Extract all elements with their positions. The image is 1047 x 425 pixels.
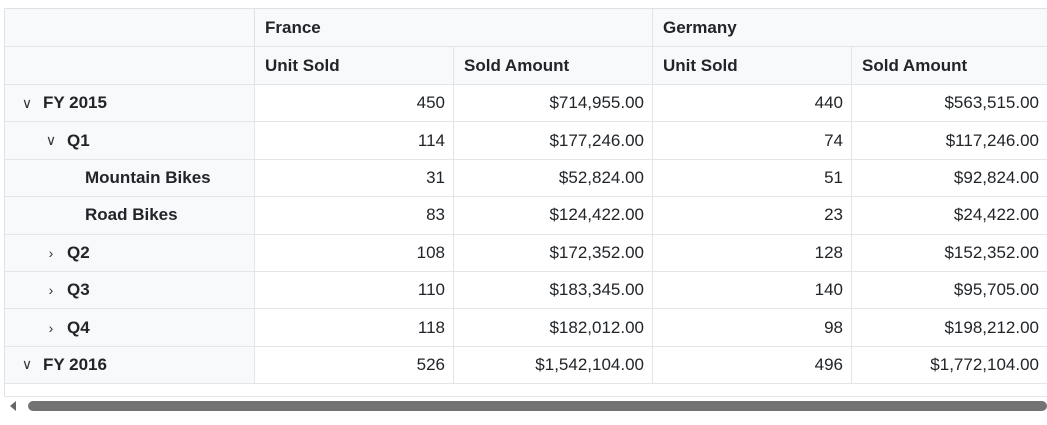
value-cell-germany-unit-sold[interactable]: 74 (653, 122, 852, 160)
value-cell-germany-unit-sold[interactable]: 23 (653, 197, 852, 235)
value-cell-germany-sold-amount[interactable]: $198,212.00 (852, 309, 1047, 347)
value-cell-germany-sold-amount[interactable]: $563,515.00 (852, 85, 1047, 123)
table-row: › Q2 108 $172,352.00 128 $152,352.00 (5, 234, 1047, 272)
column-header-france-sold-amount[interactable]: Sold Amount (454, 47, 653, 85)
expand-chevron-icon[interactable]: › (48, 319, 54, 336)
value-cell-germany-sold-amount[interactable]: $152,352.00 (852, 234, 1047, 272)
table-row: ∨ FY 2016 526 $1,542,104.00 496 $1,772,104.00 (5, 346, 1047, 385)
table-row: › Q4 118 $182,012.00 98 $198,212.00 (5, 309, 1047, 347)
row-header-q1-2015[interactable]: ∨ Q1 (5, 122, 255, 160)
header-row-countries: France Germany (5, 9, 1047, 47)
value-cell-france-sold-amount[interactable]: $182,012.00 (454, 309, 653, 347)
row-header-label: Q2 (67, 242, 90, 262)
row-header-label: Q4 (67, 317, 90, 337)
value-cell-france-unit-sold[interactable]: 114 (255, 122, 454, 160)
table-row: ∨ Q1 114 $177,246.00 74 $117,246.00 (5, 122, 1047, 160)
row-header-label: FY 2016 (43, 354, 107, 374)
value-cell-france-unit-sold[interactable]: 31 (255, 159, 454, 198)
value-cell-germany-sold-amount[interactable]: $117,246.00 (852, 122, 1047, 160)
table-row: Road Bikes 83 $124,422.00 23 $24,422.00 (5, 197, 1047, 235)
collapse-chevron-icon[interactable]: ∨ (21, 356, 33, 373)
value-cell-france-unit-sold[interactable]: 83 (255, 197, 454, 235)
value-cell-germany-sold-amount[interactable]: $95,705.00 (852, 272, 1047, 310)
header-row-measures: Unit Sold Sold Amount Unit Sold Sold Amo… (5, 47, 1047, 85)
value-cell-france-unit-sold[interactable]: 450 (255, 85, 454, 123)
row-header-fy-2016[interactable]: ∨ FY 2016 (5, 346, 255, 385)
value-cell-germany-unit-sold[interactable]: 98 (653, 309, 852, 347)
value-cell-france-sold-amount[interactable]: $1,542,104.00 (454, 346, 653, 385)
column-header-france-unit-sold[interactable]: Unit Sold (255, 47, 454, 85)
value-cell-germany-unit-sold[interactable]: 51 (653, 159, 852, 198)
pivot-table: France Germany Unit Sold Sold Amount Uni… (4, 8, 1047, 396)
value-cell-france-sold-amount[interactable]: $172,352.00 (454, 234, 653, 272)
value-cell-germany-unit-sold[interactable]: 496 (653, 346, 852, 385)
row-header-mountain-bikes[interactable]: Mountain Bikes (5, 159, 255, 198)
column-header-france[interactable]: France (255, 9, 653, 47)
value-cell-france-sold-amount[interactable]: $183,345.00 (454, 272, 653, 310)
value-cell-germany-sold-amount[interactable]: $1,772,104.00 (852, 346, 1047, 385)
row-header-label: Q1 (67, 130, 90, 150)
row-header-label: Road Bikes (85, 205, 178, 225)
table-row: ∨ FY 2015 450 $714,955.00 440 $563,515.00 (5, 85, 1047, 123)
value-cell-germany-unit-sold[interactable]: 140 (653, 272, 852, 310)
corner-cell-lower (5, 47, 255, 85)
row-header-label: FY 2015 (43, 93, 107, 113)
value-cell-germany-sold-amount[interactable]: $24,422.00 (852, 197, 1047, 235)
value-cell-france-unit-sold[interactable]: 110 (255, 272, 454, 310)
table-row: › Q3 110 $183,345.00 140 $95,705.00 (5, 272, 1047, 310)
collapse-chevron-icon[interactable]: ∨ (21, 94, 33, 111)
row-header-label: Q3 (67, 280, 90, 300)
collapse-chevron-icon[interactable]: ∨ (45, 132, 57, 149)
row-header-label: Mountain Bikes (85, 167, 211, 187)
horizontal-scrollbar[interactable] (4, 396, 1047, 416)
value-cell-france-sold-amount[interactable]: $177,246.00 (454, 122, 653, 160)
value-cell-france-unit-sold[interactable]: 108 (255, 234, 454, 272)
row-header-road-bikes[interactable]: Road Bikes (5, 197, 255, 235)
row-header-fy-2015[interactable]: ∨ FY 2015 (5, 85, 255, 123)
column-header-germany-unit-sold[interactable]: Unit Sold (653, 47, 852, 85)
scroll-left-arrow-icon[interactable] (10, 401, 16, 411)
value-cell-germany-unit-sold[interactable]: 128 (653, 234, 852, 272)
column-header-germany[interactable]: Germany (653, 9, 1047, 47)
row-header-q4-2015[interactable]: › Q4 (5, 309, 255, 347)
expand-chevron-icon[interactable]: › (48, 244, 54, 261)
column-header-germany-sold-amount[interactable]: Sold Amount (852, 47, 1047, 85)
table-row: Mountain Bikes 31 $52,824.00 51 $92,824.00 (5, 159, 1047, 198)
value-cell-germany-unit-sold[interactable]: 440 (653, 85, 852, 123)
corner-cell (5, 9, 255, 47)
value-cell-france-sold-amount[interactable]: $124,422.00 (454, 197, 653, 235)
value-cell-germany-sold-amount[interactable]: $92,824.00 (852, 159, 1047, 198)
expand-chevron-icon[interactable]: › (48, 282, 54, 299)
value-cell-france-sold-amount[interactable]: $52,824.00 (454, 159, 653, 198)
scrollbar-thumb[interactable] (28, 401, 1047, 411)
value-cell-france-unit-sold[interactable]: 526 (255, 346, 454, 385)
row-header-q2-2015[interactable]: › Q2 (5, 234, 255, 272)
row-header-q3-2015[interactable]: › Q3 (5, 272, 255, 310)
value-cell-france-sold-amount[interactable]: $714,955.00 (454, 85, 653, 123)
value-cell-france-unit-sold[interactable]: 118 (255, 309, 454, 347)
